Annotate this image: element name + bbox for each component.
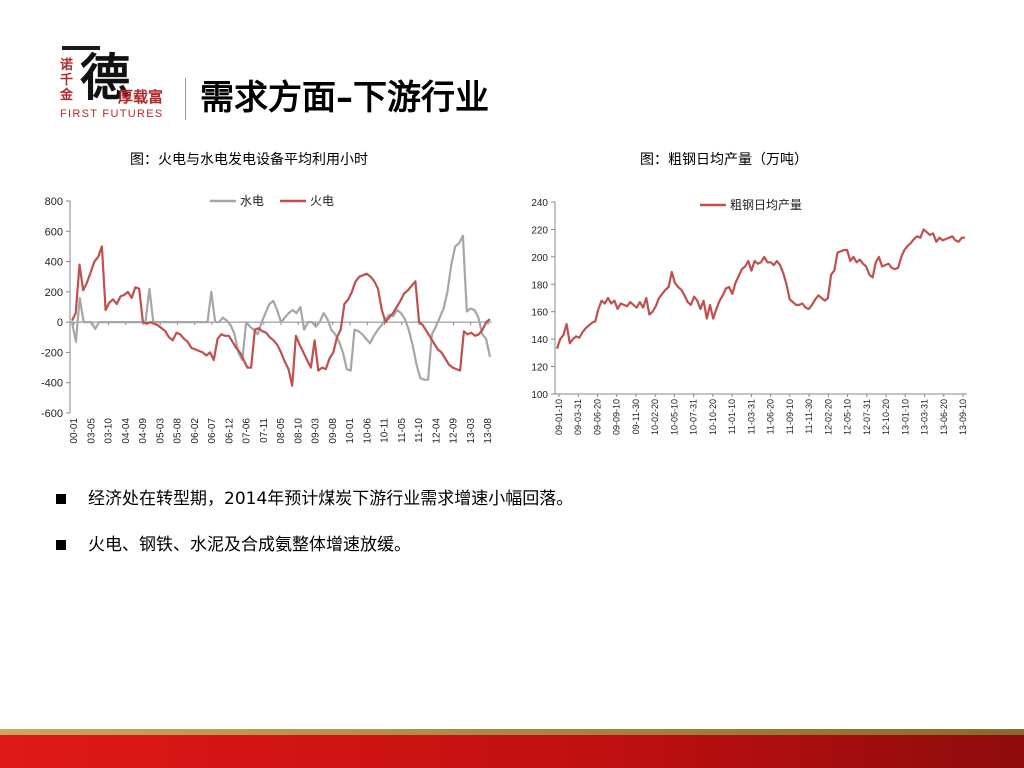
x-tick-label: 09-11-30 (631, 399, 641, 434)
x-tick-label: 13-03 (466, 418, 477, 444)
y-tick-label: -400 (41, 378, 63, 390)
footer-gold-stripe (0, 729, 1024, 735)
x-tick-label: 12-10-20 (881, 399, 891, 435)
x-tick-label: 06-12 (224, 418, 235, 444)
y-tick-label: 140 (531, 335, 548, 346)
series-line-1 (71, 245, 491, 387)
y-tick-label: -600 (41, 408, 63, 420)
chart-title-steel-output: 图：粗钢日均产量（万吨） (640, 152, 808, 168)
y-tick-label: 0 (57, 317, 63, 329)
legend-label: 火电 (310, 194, 334, 208)
x-tick-label: 13-06-20 (939, 399, 949, 435)
x-tick-label: 05-03 (155, 418, 166, 444)
x-tick-label: 04-09 (138, 418, 149, 444)
x-tick-label: 03-05 (86, 418, 97, 444)
x-tick-label: 12-05-10 (843, 399, 853, 435)
x-tick-label: 09-09-10 (612, 399, 622, 435)
series-line-0 (70, 234, 492, 381)
y-tick-label: 400 (45, 257, 63, 269)
x-tick-label: 10-10-20 (708, 399, 718, 435)
x-tick-label: 11-11-30 (804, 399, 814, 434)
x-tick-label: 10-07-31 (689, 399, 699, 435)
x-tick-label: 08-10 (293, 418, 304, 444)
steel-output-chart: 240 220 200 180 160 140 120 100 09-01-10 09-03-31… (531, 198, 968, 435)
y-tick-label: 200 (531, 253, 548, 264)
y-tick-label: 120 (531, 363, 548, 374)
y-tick-label: 800 (45, 196, 63, 208)
logo-main-char: 德 (80, 49, 130, 107)
x-tick-label: 13-03-31 (920, 399, 930, 435)
legend-label: 粗钢日均产量 (730, 198, 802, 212)
bullet-text: 经济处在转型期，2014年预计煤炭下游行业需求增速小幅回落。 (88, 489, 574, 509)
series-line-0 (555, 228, 965, 350)
x-tick-label: 07-11 (259, 418, 270, 443)
legend-label: 水电 (240, 194, 264, 208)
x-tick-label: 12-04 (431, 418, 442, 444)
x-tick-label: 10-01 (345, 418, 356, 444)
x-tick-label: 00-01 (69, 418, 80, 444)
x-tick-label: 11-09-10 (785, 399, 795, 434)
x-tick-label: 06-02 (190, 418, 201, 444)
x-tick-label: 09-08 (328, 418, 339, 444)
y-tick-label: 600 (45, 226, 63, 238)
chart-title-power-hours: 图：火电与水电发电设备平均利用小时 (130, 152, 368, 168)
logo-bar (62, 46, 100, 50)
x-tick-label: 13-08 (483, 418, 494, 444)
x-tick-label: 10-02-20 (650, 399, 660, 435)
x-tick-label: 11-01-10 (727, 399, 737, 434)
x-tick-label: 09-03-31 (573, 399, 583, 435)
x-tick-label: 12-09 (449, 418, 460, 444)
x-tick-label: 13-09-10 (958, 399, 968, 435)
x-tick-label: 09-06-20 (592, 399, 602, 435)
x-tick-label: 11-06-20 (766, 399, 776, 434)
y-tick-label: 220 (531, 225, 548, 236)
logo-side-text: 诺千金 (60, 58, 74, 103)
bullet-marker (56, 494, 66, 504)
y-tick-label: -200 (41, 347, 63, 359)
x-tick-label: 04-04 (121, 418, 132, 444)
x-tick-label: 11-10 (414, 418, 425, 443)
x-tick-label: 06-07 (207, 418, 218, 444)
logo-separator (185, 78, 186, 120)
x-tick-label: 12-07-31 (862, 399, 872, 435)
x-tick-label: 03-10 (104, 418, 115, 444)
x-tick-label: 09-01-10 (554, 399, 564, 435)
company-logo: 诺千金 德 厚载富 FIRST FUTURES (58, 46, 188, 124)
y-tick-label: 200 (45, 287, 63, 299)
x-tick-label: 08-05 (276, 418, 287, 444)
logo-tagline: 厚载富 (118, 88, 164, 106)
y-tick-label: 240 (531, 198, 548, 209)
logo-english-name: FIRST FUTURES (60, 108, 164, 120)
x-tick-label: 13-01-10 (900, 399, 910, 435)
footer-red-band (0, 735, 1024, 768)
y-tick-label: 160 (531, 308, 548, 319)
bullet-text: 火电、钢铁、水泥及合成氨整体增速放缓。 (88, 535, 411, 555)
page-title: 需求方面–下游行业 (200, 78, 489, 118)
x-tick-label: 12-02-20 (823, 399, 833, 435)
x-tick-label: 11-05 (397, 418, 408, 443)
x-tick-label: 09-03 (311, 418, 322, 444)
y-tick-label: 100 (531, 390, 548, 401)
x-tick-label: 10-11 (380, 418, 391, 443)
x-tick-label: 11-03-31 (746, 399, 756, 434)
power-hours-chart: 800 600 400 200 0 -200 -400 -600 00-01 03-05 03-10… (41, 194, 494, 444)
y-tick-label: 180 (531, 280, 548, 291)
x-tick-label: 10-06 (362, 418, 373, 444)
x-tick-label: 10-05-10 (669, 399, 679, 435)
bullet-marker (56, 540, 66, 550)
x-tick-label: 07-06 (242, 418, 253, 444)
x-tick-label: 05-08 (173, 418, 184, 444)
